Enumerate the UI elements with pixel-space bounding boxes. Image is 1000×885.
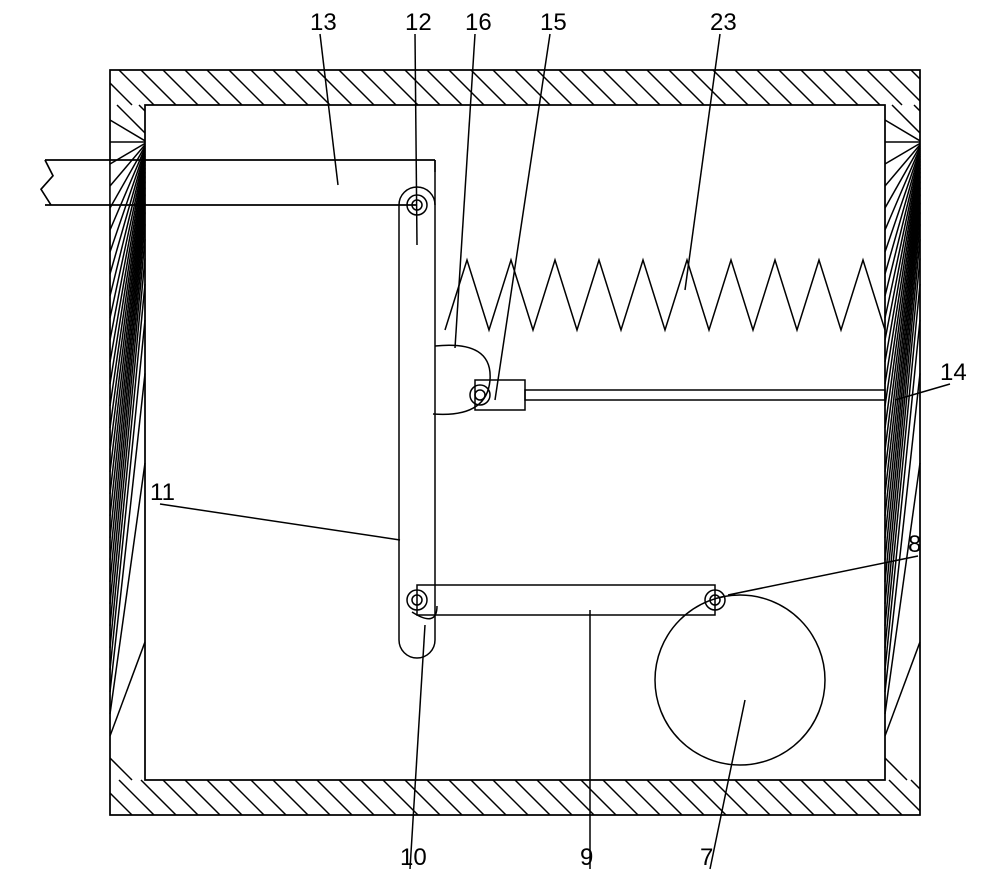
svg-text:8: 8: [908, 531, 921, 558]
svg-text:15: 15: [540, 9, 567, 36]
svg-text:10: 10: [400, 844, 427, 871]
svg-text:12: 12: [405, 9, 432, 36]
svg-text:14: 14: [940, 359, 967, 386]
svg-text:16: 16: [465, 9, 492, 36]
svg-text:13: 13: [310, 9, 337, 36]
svg-text:9: 9: [580, 844, 593, 871]
mechanical-diagram: 7 8 9 10 11 12 13 14 15 16 23: [0, 0, 1000, 885]
svg-text:7: 7: [700, 844, 713, 871]
svg-text:11: 11: [150, 479, 175, 506]
svg-text:23: 23: [710, 9, 737, 36]
